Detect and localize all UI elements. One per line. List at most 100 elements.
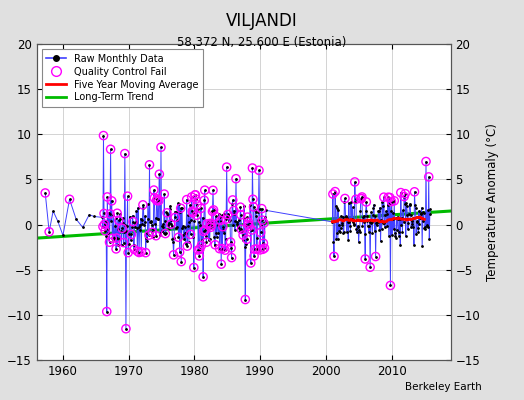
Point (260, 245, 269, 251)
Point (212, 213, 220, 220)
Point (183, 243, 191, 249)
Point (223, 164, 231, 170)
Point (187, 231, 195, 238)
Point (105, 239, 114, 246)
Point (400, 193, 408, 200)
Point (115, 217, 123, 224)
Point (188, 194, 196, 200)
Point (161, 230, 170, 237)
Point (245, 223, 253, 230)
Point (191, 192, 199, 198)
Point (260, 220, 268, 226)
Point (107, 198, 116, 204)
Point (139, 202, 147, 208)
Point (219, 224, 227, 230)
Point (226, 239, 235, 245)
Point (358, 194, 366, 200)
Point (124, 249, 133, 256)
Point (145, 232, 153, 238)
Point (257, 206, 266, 212)
Point (141, 250, 150, 256)
Point (193, 202, 201, 208)
Point (357, 195, 365, 202)
Point (227, 254, 236, 261)
Point (208, 208, 216, 215)
Point (258, 217, 267, 223)
Point (401, 190, 409, 197)
Point (424, 174, 433, 180)
Point (145, 162, 154, 168)
Point (112, 246, 121, 252)
Point (99, 223, 107, 230)
Point (237, 212, 245, 218)
Point (199, 274, 208, 280)
Point (118, 225, 126, 232)
Point (352, 196, 360, 202)
Point (106, 211, 114, 217)
Point (130, 246, 138, 252)
Point (201, 187, 209, 193)
Point (387, 198, 396, 205)
Point (206, 220, 214, 227)
Point (123, 193, 132, 199)
Point (207, 222, 215, 228)
Point (259, 246, 267, 252)
Point (189, 210, 197, 216)
Point (357, 195, 366, 202)
Legend: Raw Monthly Data, Quality Control Fail, Five Year Moving Average, Long-Term Tren: Raw Monthly Data, Quality Control Fail, … (41, 49, 203, 107)
Point (248, 165, 257, 171)
Point (329, 191, 337, 197)
Point (200, 197, 209, 204)
Text: Berkeley Earth: Berkeley Earth (406, 382, 482, 392)
Point (122, 326, 130, 332)
Point (163, 210, 171, 216)
Point (331, 188, 340, 195)
Point (152, 232, 160, 239)
Point (215, 246, 224, 252)
Point (248, 227, 256, 233)
Point (135, 249, 143, 256)
Point (224, 211, 232, 218)
Point (227, 245, 235, 251)
Point (155, 171, 163, 178)
Point (222, 216, 231, 222)
Point (256, 229, 265, 236)
Point (198, 242, 206, 248)
Point (155, 198, 163, 204)
Point (152, 197, 161, 204)
Point (241, 296, 249, 303)
Point (201, 227, 210, 233)
Point (45, 228, 53, 235)
Point (169, 252, 178, 258)
Point (66, 196, 74, 202)
Point (103, 194, 112, 200)
Point (195, 253, 203, 259)
Point (127, 231, 136, 238)
Point (148, 229, 156, 236)
Point (247, 260, 255, 266)
Point (150, 187, 158, 193)
Point (221, 247, 229, 253)
Point (177, 205, 185, 211)
Text: 58.372 N, 25.600 E (Estonia): 58.372 N, 25.600 E (Estonia) (177, 36, 347, 49)
Point (384, 194, 392, 200)
Point (218, 245, 226, 252)
Point (256, 247, 264, 253)
Point (121, 150, 129, 157)
Point (422, 158, 430, 165)
Point (103, 308, 111, 315)
Point (366, 264, 374, 270)
Point (244, 219, 253, 226)
Point (106, 146, 115, 152)
Point (195, 246, 204, 252)
Point (390, 198, 398, 204)
Point (230, 207, 238, 214)
Point (259, 240, 268, 246)
Point (211, 242, 220, 248)
Point (100, 210, 108, 217)
Y-axis label: Temperature Anomaly (°C): Temperature Anomaly (°C) (486, 123, 499, 281)
Point (341, 195, 349, 202)
Point (203, 221, 211, 227)
Point (202, 239, 211, 246)
Point (232, 176, 240, 182)
